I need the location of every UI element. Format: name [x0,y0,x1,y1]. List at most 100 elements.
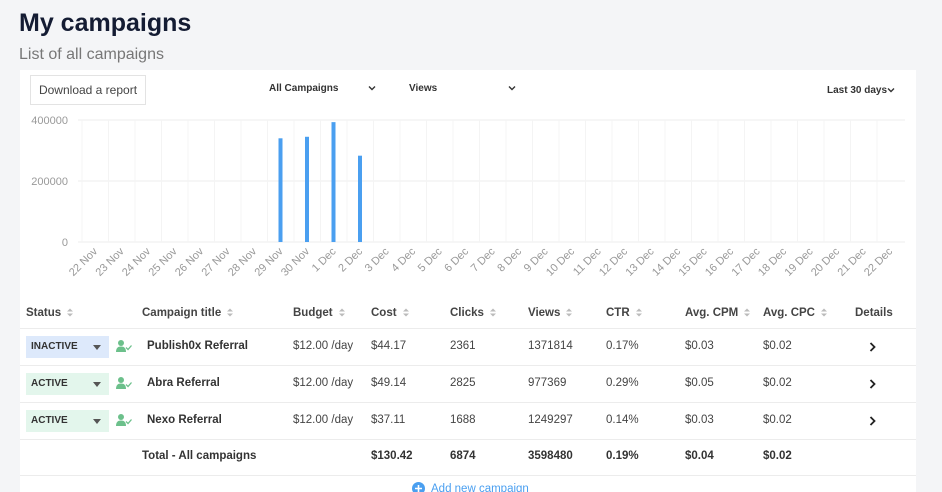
page-subtitle: List of all campaigns [19,46,164,63]
sort-icon [635,308,642,317]
chevron-icon [887,88,895,93]
table-cell: $0.05 [685,377,714,389]
date-range[interactable]: Last 30 days [827,85,888,96]
column-header-text: Clicks [450,307,484,319]
add-campaign-link[interactable]: Add new campaign [431,483,529,492]
x-tick-label: 25 Nov [146,245,179,278]
table-cell: 2825 [450,377,476,389]
dropdown-caret [93,382,101,387]
column-header[interactable]: Campaign title [142,307,234,319]
user-check-icon [116,340,132,352]
x-tick-label: 23 Nov [93,245,126,278]
sort-icon [489,308,496,317]
campaign-title[interactable]: Nexo Referral [147,414,222,426]
table-cell: 977369 [528,377,567,389]
sort-icon [338,308,345,317]
table-cell: 0.17% [606,340,639,352]
table-cell: 1249297 [528,414,573,426]
table-cell: 0.29% [606,377,639,389]
row-separator [20,402,916,403]
dropdown-caret [93,419,101,424]
x-tick-label: 21 Dec [835,245,868,278]
x-tick-label: 28 Nov [226,245,259,278]
column-header[interactable]: Status [26,307,74,319]
details-chevron[interactable] [869,342,876,352]
x-tick-label: 3 Dec [363,245,392,274]
x-tick-label: 20 Dec [809,245,842,278]
metric-filter[interactable]: Views [409,83,438,94]
download-button[interactable]: Download a report [30,75,146,105]
table-cell: 0.14% [606,414,639,426]
row-separator [20,475,916,476]
sort-icon [820,308,827,317]
column-header[interactable]: Clicks [450,307,496,319]
column-header-text: Views [528,307,561,319]
column-header-text: Details [855,307,893,319]
x-tick-label: 7 Dec [469,245,498,274]
column-header[interactable]: Views [528,307,573,319]
status-dropdown[interactable]: INACTIVE [26,336,109,358]
details-chevron[interactable] [869,416,876,426]
status-dropdown[interactable]: ACTIVE [26,373,109,395]
table-cell: 1688 [450,414,476,426]
x-tick-label: 16 Dec [703,245,736,278]
table-cell: $0.02 [763,377,792,389]
campaign-filter[interactable]: All Campaigns [269,83,339,94]
y-tick-label: 200000 [31,176,68,188]
table-cell: $12.00 /day [293,377,354,389]
user-check-icon [116,414,132,426]
table-cell: $12.00 /day [293,340,354,352]
total-cell: 3598480 [528,450,573,462]
dropdown-caret [93,345,101,350]
column-header-text: Avg. CPM [685,307,739,319]
page-title: My campaigns [19,9,192,37]
user-check-icon [116,377,132,389]
x-tick-label: 13 Dec [623,245,656,278]
table-cell: $0.03 [685,414,714,426]
column-header[interactable]: Cost [371,307,409,319]
sort-icon [402,308,409,317]
details-chevron[interactable] [869,379,876,389]
column-header-text: Status [26,307,62,319]
total-cell: 6874 [450,450,476,462]
column-header[interactable]: Budget [293,307,345,319]
x-tick-label: 5 Dec [416,245,445,274]
x-tick-label: 30 Nov [279,245,312,278]
campaign-title[interactable]: Publish0x Referral [147,340,248,352]
bar [278,138,283,242]
y-tick-label: 400000 [31,115,68,127]
status-dropdown[interactable]: ACTIVE [26,410,109,432]
table-cell: $49.14 [371,377,407,389]
x-tick-label: 2 Dec [336,245,365,274]
column-header: Details [855,307,893,319]
total-cell: 0.19% [606,450,639,462]
table-card [20,300,916,492]
campaign-title[interactable]: Abra Referral [147,377,220,389]
sort-icon [744,308,751,317]
column-header[interactable]: Avg. CPC [763,307,827,319]
x-tick-label: 22 Dec [862,245,895,278]
column-header-text: Budget [293,307,333,319]
table-cell: $0.02 [763,340,792,352]
bar [331,122,336,242]
x-tick-label: 27 Nov [199,245,232,278]
y-tick-label: 0 [62,237,68,249]
table-cell: $12.00 /day [293,414,354,426]
sort-icon [227,308,234,317]
column-header[interactable]: Avg. CPM [685,307,751,319]
x-tick-label: 22 Nov [67,245,100,278]
chevron-icon [508,86,516,91]
table-cell: $44.17 [371,340,407,352]
add-icon [412,482,425,492]
column-header-text: Cost [371,307,397,319]
column-header[interactable]: CTR [606,307,642,319]
row-separator [20,328,916,329]
chevron-icon [368,86,376,91]
bar [305,136,309,242]
x-tick-label: 10 Dec [544,245,577,278]
x-tick-label: 24 Nov [120,245,153,278]
x-tick-label: 6 Dec [442,245,471,274]
